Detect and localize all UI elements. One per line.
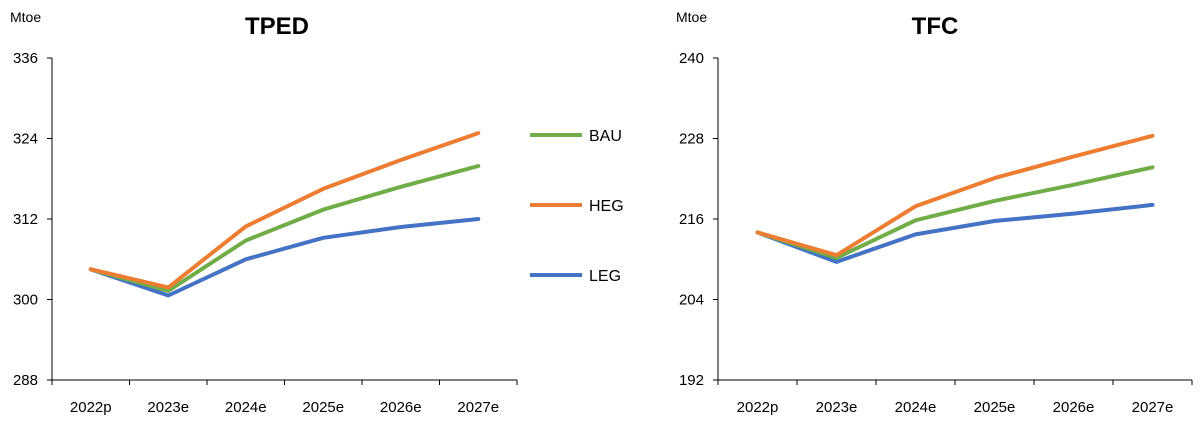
legend-label-bau: BAU [589, 128, 622, 145]
x-tick-label: 2022p [70, 399, 112, 416]
chart-title: TFC [912, 13, 959, 40]
y-tick-label: 312 [13, 211, 38, 228]
series-line-leg [755, 202, 1155, 264]
series-line-leg [88, 217, 481, 298]
y-tick-label: 228 [679, 131, 704, 148]
series-line-bau [755, 165, 1155, 260]
y-tick-label: 336 [13, 50, 38, 67]
x-tick-label: 2024e [225, 399, 267, 416]
y-axis-unit-label: Mtoe [676, 9, 707, 25]
x-tick-label: 2026e [1053, 399, 1095, 416]
y-tick-label: 216 [679, 211, 704, 228]
legend-label-leg: LEG [589, 268, 621, 285]
chart-tped: TPED Mtoe 288 300 312 324 336 2022p 2023e 2024e 20… [10, 9, 518, 416]
y-axis-unit-label: Mtoe [10, 9, 41, 25]
y-tick-label: 204 [679, 292, 704, 309]
y-tick-label: 240 [679, 50, 704, 67]
legend-label-heg: HEG [589, 198, 624, 215]
series-line-heg [88, 131, 481, 290]
y-tick-label: 192 [679, 372, 704, 389]
x-tick-label: 2024e [895, 399, 937, 416]
y-tick-label: 288 [13, 372, 38, 389]
x-tick-label: 2027e [1132, 399, 1174, 416]
x-tick-label: 2023e [816, 399, 858, 416]
x-tick-label: 2025e [302, 399, 344, 416]
y-tick-label: 300 [13, 292, 38, 309]
x-tick-label: 2022p [737, 399, 779, 416]
legend: BAU HEG LEG [530, 128, 624, 285]
series-line-heg [755, 133, 1155, 258]
x-tick-label: 2025e [974, 399, 1016, 416]
chart-tfc: TFC Mtoe 192 204 216 228 240 2022p 2023e 2024e 202… [676, 9, 1193, 416]
x-tick-label: 2023e [147, 399, 189, 416]
y-tick-label: 324 [13, 131, 38, 148]
chart-title: TPED [245, 13, 309, 40]
series-line-bau [88, 164, 481, 293]
x-tick-label: 2027e [457, 399, 499, 416]
x-tick-label: 2026e [380, 399, 422, 416]
